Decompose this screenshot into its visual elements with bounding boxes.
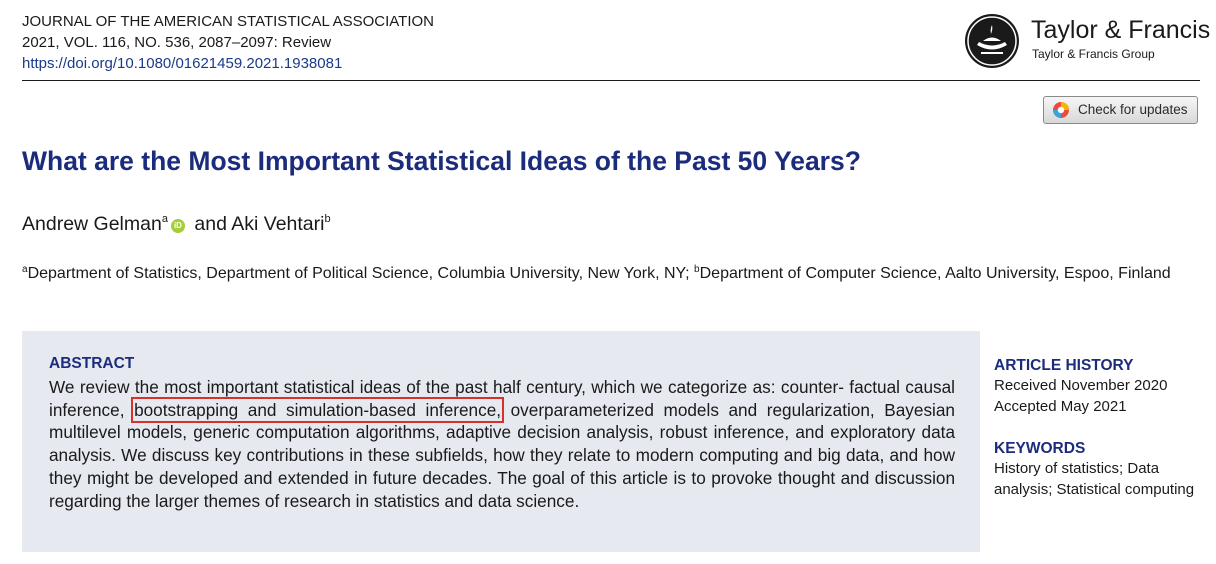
affiliation-text: Department of Statistics, Department of …: [27, 265, 695, 282]
publisher-group: Taylor & Francis Group: [1032, 47, 1155, 61]
affiliation-mark: a: [22, 264, 28, 275]
publisher-logo[interactable]: Taylor & Francis Taylor & Francis Group: [965, 14, 1210, 74]
abstract-text: We review the most important statistical…: [49, 376, 955, 512]
received-date: Received November 2020: [994, 377, 1168, 394]
check-for-updates-button[interactable]: Check for updates: [1043, 96, 1198, 124]
abstract-text-part: We review the most important statistical…: [49, 377, 955, 420]
abstract-box: ABSTRACT We review the most important st…: [22, 331, 980, 552]
accepted-date: Accepted May 2021: [994, 398, 1127, 415]
publisher-name: Taylor & Francis: [1031, 16, 1211, 44]
author-affiliation-mark: a: [161, 213, 168, 225]
author-list: Andrew GelmanaiD and Aki Vehtarib: [22, 213, 331, 236]
header-divider: [22, 80, 1200, 81]
author-name[interactable]: Andrew Gelman: [22, 213, 162, 235]
doi-link[interactable]: https://doi.org/10.1080/01621459.2021.19…: [22, 55, 343, 72]
article-title: What are the Most Important Statistical …: [22, 146, 861, 176]
author-conjunction: and: [194, 213, 227, 235]
abstract-text-part: overparameterized models and regularizat…: [49, 399, 955, 511]
abstract-highlight: bootstrapping and simulation-based infer…: [131, 396, 505, 423]
keywords-heading: KEYWORDS: [994, 440, 1086, 457]
journal-name: JOURNAL OF THE AMERICAN STATISTICAL ASSO…: [22, 13, 435, 30]
orcid-icon[interactable]: iD: [170, 219, 185, 233]
article-history: ARTICLE HISTORY Received November 2020 A…: [994, 357, 1209, 417]
crossmark-icon: [1053, 102, 1069, 118]
journal-citation: 2021, VOL. 116, NO. 536, 2087–2097: Revi…: [22, 34, 332, 51]
keywords-text: History of statistics; Data analysis; St…: [994, 460, 1195, 498]
affiliation-text: Department of Computer Science, Aalto Un…: [699, 265, 1171, 282]
abstract-heading: ABSTRACT: [49, 355, 135, 372]
author-name[interactable]: Aki Vehtari: [231, 213, 325, 235]
keywords: KEYWORDS History of statistics; Data ana…: [994, 440, 1209, 500]
lamp-logo-icon: [965, 14, 1019, 68]
affiliations: aDepartment of Statistics, Department of…: [22, 258, 1207, 286]
author-affiliation-mark: b: [324, 213, 331, 225]
journal-header: JOURNAL OF THE AMERICAN STATISTICAL ASSO…: [22, 11, 434, 74]
check-for-updates-label: Check for updates: [1078, 102, 1188, 117]
article-history-heading: ARTICLE HISTORY: [994, 357, 1134, 374]
affiliation-mark: b: [694, 264, 700, 275]
